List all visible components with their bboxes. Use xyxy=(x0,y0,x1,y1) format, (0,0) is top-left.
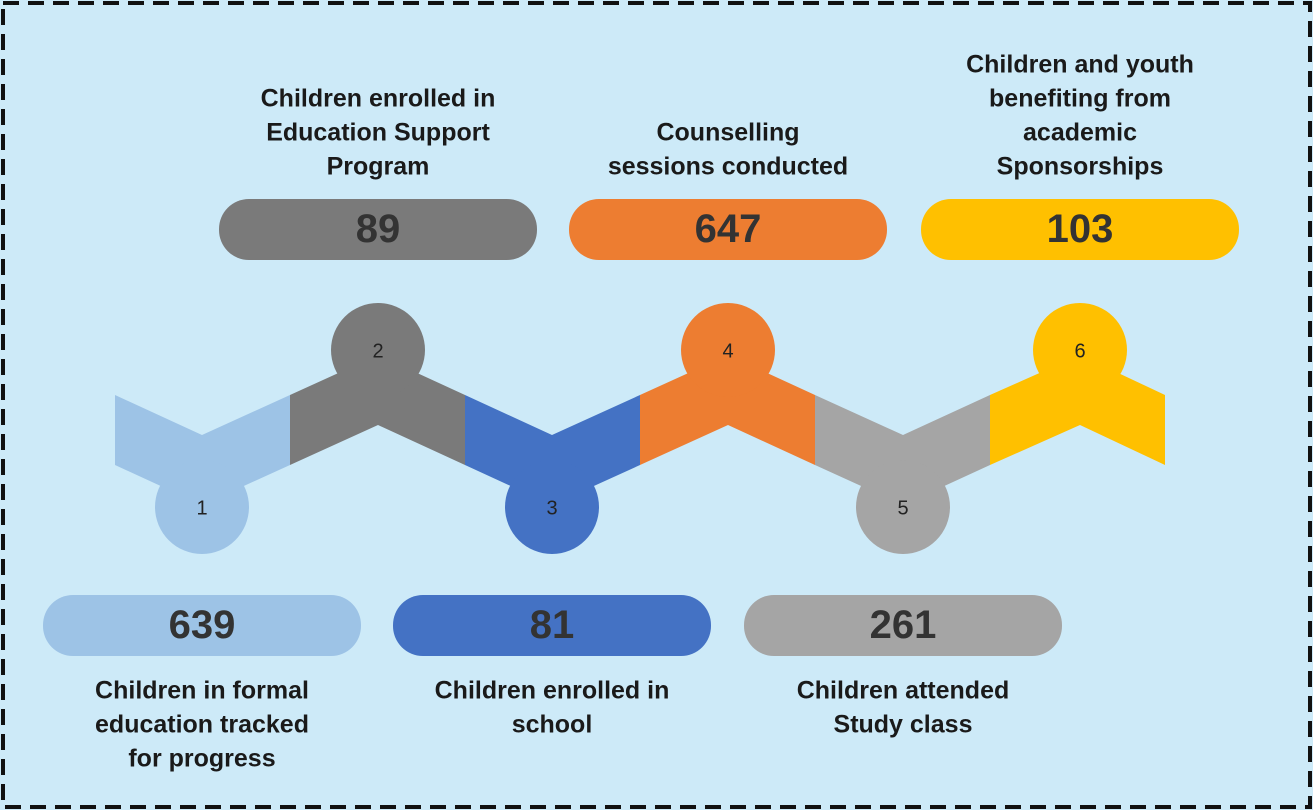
step-circle xyxy=(505,460,599,554)
label-line: for progress xyxy=(128,745,275,773)
label-line: benefiting from xyxy=(989,85,1171,113)
label-line: sessions conducted xyxy=(608,153,848,181)
step-number: 2 xyxy=(372,340,383,362)
value-pill xyxy=(569,199,887,260)
label-line: Children and youth xyxy=(966,51,1194,79)
items: 1 639 Children in formal education tracked f… xyxy=(43,51,1239,773)
band-segment xyxy=(290,355,465,465)
step-number: 5 xyxy=(897,497,908,519)
value-pill xyxy=(393,595,711,656)
band-segment xyxy=(115,395,290,505)
value: 639 xyxy=(169,603,236,647)
label-line: Children enrolled in xyxy=(261,85,496,113)
step-circle xyxy=(331,303,425,397)
step-circle xyxy=(155,460,249,554)
value: 89 xyxy=(356,207,401,251)
label-line: Sponsorships xyxy=(997,153,1164,181)
value-pill xyxy=(744,595,1062,656)
label-line: Study class xyxy=(834,711,973,739)
label-line: school xyxy=(512,711,593,739)
zigzag-band xyxy=(115,303,1165,554)
step-circle xyxy=(681,303,775,397)
value-pill xyxy=(219,199,537,260)
step-number: 4 xyxy=(722,340,733,362)
value-pill xyxy=(43,595,361,656)
step-number: 3 xyxy=(546,497,557,519)
value: 647 xyxy=(695,207,762,251)
band-segment xyxy=(640,355,815,465)
step-number: 6 xyxy=(1074,340,1085,362)
value: 103 xyxy=(1047,207,1114,251)
band-segment xyxy=(465,395,640,505)
label-line: Children enrolled in xyxy=(435,677,670,705)
label-line: Children in formal xyxy=(95,677,309,705)
value: 261 xyxy=(870,603,937,647)
label-line: Education Support xyxy=(266,119,490,147)
label-line: Counselling xyxy=(656,119,799,147)
label-line: education tracked xyxy=(95,711,309,739)
label-line: Program xyxy=(327,153,430,181)
band-segment xyxy=(990,355,1165,465)
value: 81 xyxy=(530,603,575,647)
band-segment xyxy=(815,395,990,505)
step-circle xyxy=(856,460,950,554)
label-line: Children attended xyxy=(797,677,1010,705)
step-circle xyxy=(1033,303,1127,397)
label-line: academic xyxy=(1023,119,1137,147)
value-pill xyxy=(921,199,1239,260)
step-number: 1 xyxy=(196,497,207,519)
